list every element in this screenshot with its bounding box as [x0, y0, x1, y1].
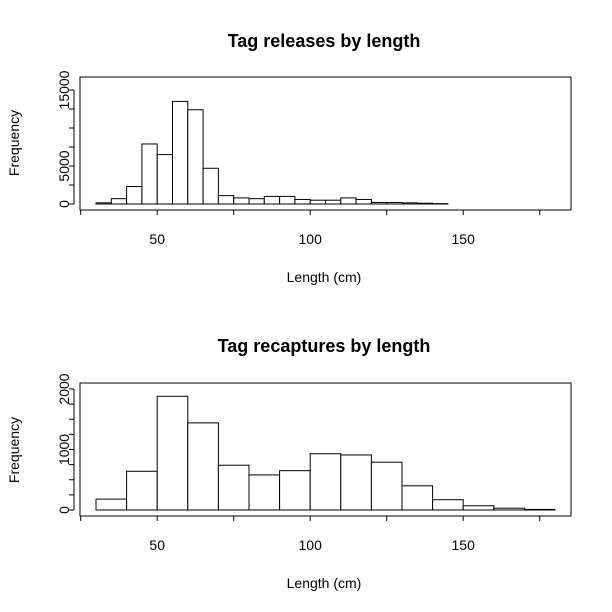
- histogram-bar: [401, 485, 434, 511]
- histogram-bar: [187, 422, 219, 511]
- histogram-bar: [126, 186, 143, 205]
- histogram-bar: [126, 470, 158, 511]
- recaptures-panel: Tag recaptures by length 50 100 150 0 1000 2…: [6, 336, 572, 591]
- y-axis-label: Frequency: [6, 417, 22, 483]
- histogram-bar: [156, 154, 173, 205]
- histogram-bar: [401, 202, 418, 205]
- y-axis: 0 1000 2000: [56, 373, 75, 514]
- x-tick-label: 150: [452, 537, 476, 553]
- x-tick-label: 50: [149, 231, 165, 247]
- bars: [95, 395, 556, 511]
- histogram-bar: [217, 195, 235, 205]
- histogram-bar: [110, 198, 128, 205]
- y-tick-label: 2000: [56, 373, 72, 404]
- y-tick-label: 1000: [56, 434, 72, 465]
- x-tick-label: 100: [299, 231, 323, 247]
- histogram-bar: [217, 464, 250, 511]
- x-axis-label: Length (cm): [287, 269, 362, 285]
- y-tick-label: 0: [56, 200, 72, 208]
- y-tick-label: 5000: [56, 150, 72, 181]
- bars: [95, 100, 449, 205]
- histogram-bar: [279, 195, 296, 205]
- histogram-bar: [141, 143, 158, 205]
- histogram-bar: [187, 109, 204, 205]
- y-axis: 0 5000 15000: [56, 70, 75, 208]
- x-tick-label: 150: [452, 231, 476, 247]
- histogram-bar: [432, 499, 464, 511]
- y-axis-label: Frequency: [6, 110, 22, 176]
- histogram-bar: [462, 505, 495, 511]
- histogram-bar: [523, 508, 556, 511]
- x-tick-label: 50: [149, 537, 165, 553]
- histogram-bar: [309, 453, 342, 511]
- x-axis: 50 100 150: [80, 209, 541, 247]
- histogram-bar: [355, 198, 372, 205]
- histogram-bar: [294, 198, 311, 205]
- y-tick-label: 15000: [56, 70, 72, 109]
- histogram-bar: [95, 202, 112, 205]
- histogram-bar: [340, 197, 357, 205]
- histogram-bar: [279, 470, 311, 511]
- y-tick-label: 0: [56, 506, 72, 514]
- histogram-bar: [263, 195, 281, 205]
- histogram-bar: [248, 198, 265, 205]
- chart-title: Tag releases by length: [228, 31, 421, 51]
- histogram-bar: [370, 461, 403, 511]
- histogram-bar: [202, 167, 219, 205]
- x-axis: 50 100 150: [80, 515, 541, 553]
- histogram-bar: [233, 197, 250, 205]
- histogram-bar: [370, 201, 388, 205]
- x-axis-label: Length (cm): [287, 575, 362, 591]
- histogram-bar: [325, 199, 342, 205]
- histogram-bar: [386, 201, 403, 205]
- histogram-bar: [172, 100, 189, 205]
- histogram-bar: [95, 498, 128, 511]
- histogram-bar: [248, 474, 281, 511]
- histogram-bar: [493, 507, 525, 511]
- histogram-bar: [309, 199, 327, 205]
- x-tick-label: 100: [299, 537, 323, 553]
- histogram-bar: [156, 395, 189, 511]
- histogram-bar: [340, 454, 372, 511]
- releases-panel: Tag releases by length 50 100 150 0 5000 150…: [6, 31, 572, 285]
- histogram-bar: [416, 202, 434, 205]
- chart-title: Tag recaptures by length: [218, 336, 431, 356]
